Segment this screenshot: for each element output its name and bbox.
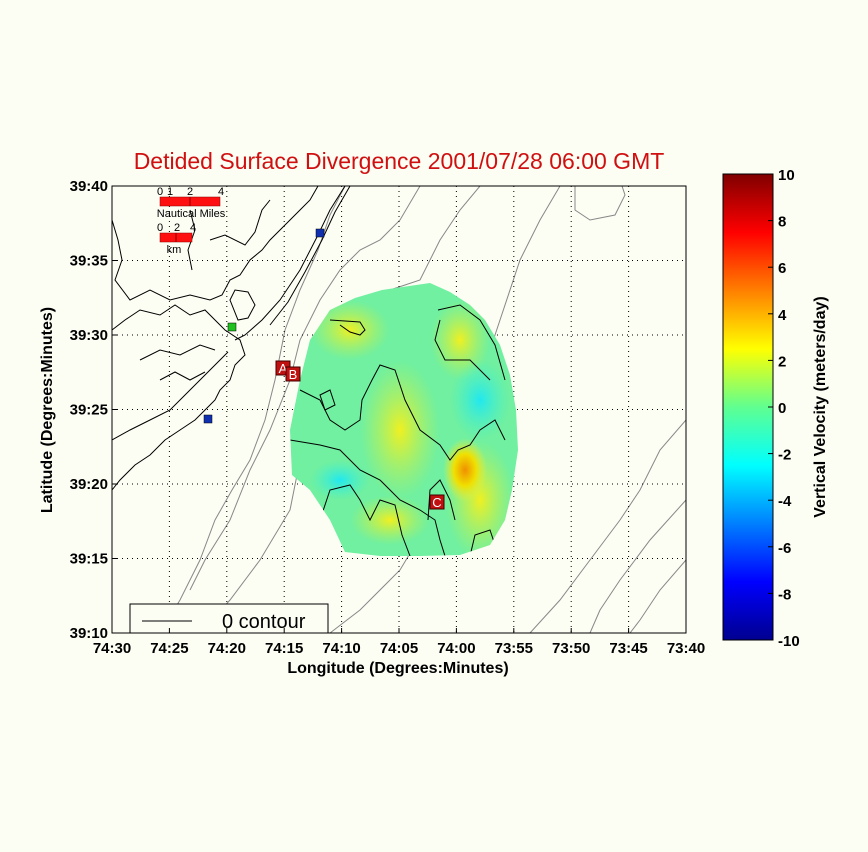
station-marker-blue (315, 228, 325, 238)
svg-text:Nautical Miles: Nautical Miles (157, 208, 226, 220)
svg-text:1: 1 (167, 186, 173, 198)
x-tick-label: 73:50 (552, 640, 590, 657)
colorbar-label: Vertical Velocity (meters/day) (812, 296, 829, 517)
svg-text:0: 0 (157, 186, 163, 198)
legend-label: 0 contour (222, 611, 306, 633)
y-tick-label: 39:10 (70, 625, 108, 642)
y-axis-ticks: 39:40 39:35 39:30 39:25 39:20 39:15 39:10 (70, 178, 117, 642)
x-tick-label: 73:40 (667, 640, 705, 657)
svg-text:C: C (432, 495, 441, 510)
x-axis-label: Longitude (Degrees:Minutes) (287, 660, 508, 677)
station-marker-green (227, 322, 237, 332)
divergence-field (290, 283, 518, 556)
site-marker-b: B (285, 366, 301, 382)
scale-bar-nautical-miles: 0 1 2 4 Nautical Miles (157, 186, 226, 220)
colorbar (722, 173, 774, 641)
colorbar-tick-label: 4 (778, 307, 787, 324)
svg-text:km: km (167, 244, 182, 256)
y-tick-label: 39:30 (70, 327, 108, 344)
svg-text:A: A (279, 361, 288, 376)
colorbar-tick-label: 8 (778, 214, 786, 231)
x-tick-label: 74:15 (265, 640, 303, 657)
x-tick-label: 73:45 (609, 640, 647, 657)
colorbar-ticks: 10 8 6 4 2 0 -2 -4 -6 -8 -10 (768, 167, 800, 650)
svg-text:B: B (289, 367, 298, 382)
y-tick-label: 39:15 (70, 551, 108, 568)
zero-contours (290, 304, 506, 556)
colorbar-tick-label: 10 (778, 167, 795, 184)
y-tick-label: 39:25 (70, 402, 108, 419)
x-tick-label: 74:30 (93, 640, 131, 657)
x-tick-label: 74:05 (380, 640, 418, 657)
x-tick-label: 74:10 (322, 640, 360, 657)
y-tick-label: 39:40 (70, 178, 108, 195)
x-tick-label: 74:00 (437, 640, 475, 657)
svg-text:4: 4 (190, 222, 196, 234)
station-marker-blue (203, 414, 213, 424)
colorbar-tick-label: 6 (778, 260, 786, 277)
scale-bar-km: 0 2 4 km (157, 222, 196, 256)
chart-title: Detided Surface Divergence 2001/07/28 06… (133, 148, 665, 174)
colorbar-tick-label: -8 (778, 586, 791, 603)
colorbar-tick-label: -10 (778, 633, 800, 650)
site-marker-c: C (429, 494, 445, 510)
colorbar-tick-label: 0 (778, 400, 786, 417)
y-tick-label: 39:20 (70, 476, 108, 493)
colorbar-tick-label: 2 (778, 353, 786, 370)
map-area: A B C 0 1 2 4 Nautical Miles 0 2 4 km (112, 186, 686, 633)
x-tick-label: 73:55 (495, 640, 533, 657)
coastline (112, 186, 351, 491)
y-tick-label: 39:35 (70, 253, 108, 270)
colorbar-tick-label: -2 (778, 447, 791, 464)
colorbar-tick-label: -4 (778, 493, 792, 510)
svg-text:2: 2 (174, 222, 180, 234)
legend: 0 contour (129, 603, 329, 633)
x-axis-ticks: 74:30 74:25 74:20 74:15 74:10 74:05 74:00 73:55… (93, 628, 705, 657)
y-axis-label: Latitude (Degrees:Minutes) (39, 307, 56, 513)
x-tick-label: 74:20 (208, 640, 246, 657)
svg-text:0: 0 (157, 222, 163, 234)
svg-text:2: 2 (187, 186, 193, 198)
grid-lines (112, 186, 686, 633)
x-tick-label: 74:25 (150, 640, 188, 657)
colorbar-tick-label: -6 (778, 540, 791, 557)
svg-text:4: 4 (218, 186, 224, 198)
